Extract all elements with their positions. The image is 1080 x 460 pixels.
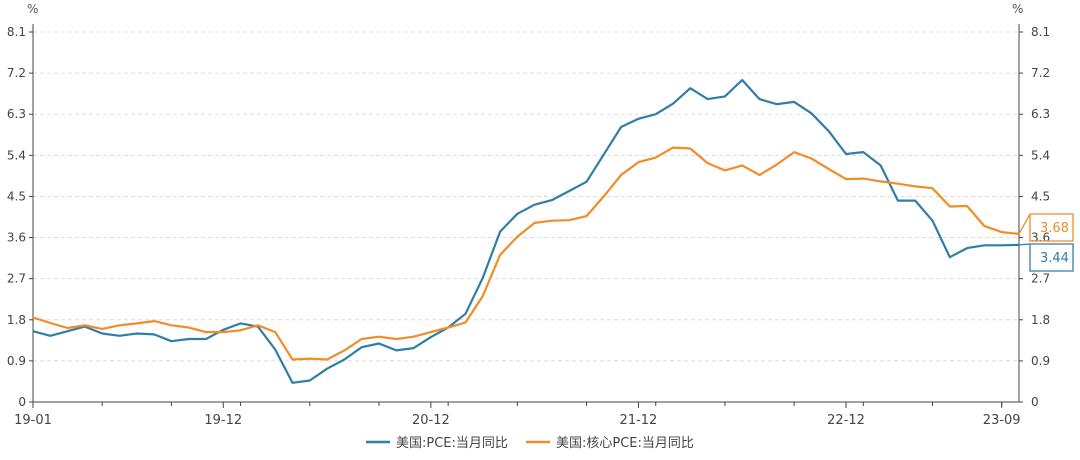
- left-tick-label: 0.9: [7, 354, 26, 368]
- right-axis: 00.91.82.73.64.55.46.37.28.1: [1018, 24, 1050, 409]
- left-tick-label: 0: [18, 395, 26, 409]
- left-tick-label: 6.3: [7, 107, 26, 121]
- end-value-labels: 3.44 3.68: [1018, 213, 1074, 272]
- x-tick-label: 22-12: [827, 413, 865, 428]
- legend[interactable]: 美国:PCE:当月同比 美国:核心PCE:当月同比: [366, 436, 694, 451]
- right-tick-label: 7.2: [1031, 66, 1050, 80]
- left-tick-label: 8.1: [7, 25, 26, 39]
- left-tick-label: 3.6: [7, 231, 26, 245]
- legend-label: 美国:核心PCE:当月同比: [556, 436, 694, 451]
- x-tick-label: 19-12: [204, 413, 242, 428]
- right-tick-label: 0: [1031, 395, 1039, 409]
- x-axis: 19-01 19-12 20-12 21-12 22-12 23-09: [14, 401, 1021, 428]
- left-axis: 0 0.9 1.8 2.7 3.6 4.5 5.4 6.3 7.2 8.1: [7, 24, 34, 409]
- x-tick-label: 19-01: [14, 413, 52, 428]
- series-line: [32, 146, 1020, 361]
- left-tick-label: 2.7: [7, 272, 26, 286]
- end-label-box: [1018, 243, 1074, 272]
- right-tick-label: 8.1: [1031, 25, 1050, 39]
- left-tick-label: 5.4: [7, 148, 26, 162]
- series-line: [32, 78, 1020, 384]
- right-tick-label: 1.8: [1031, 313, 1050, 327]
- x-tick-label: 20-12: [412, 413, 450, 428]
- gridlines: [33, 31, 1019, 362]
- x-tick-label: 21-12: [620, 413, 658, 428]
- left-tick-label: 1.8: [7, 313, 26, 327]
- right-tick-label: 6.3: [1031, 107, 1050, 121]
- end-value-label: 3.68: [1040, 221, 1069, 236]
- left-tick-label: 7.2: [7, 66, 26, 80]
- right-tick-label: 5.4: [1031, 148, 1050, 162]
- x-tick-label: 23-09: [983, 413, 1021, 428]
- right-tick-label: 0.9: [1031, 354, 1050, 368]
- end-value-label: 3.44: [1040, 251, 1069, 266]
- series-lines: [32, 78, 1020, 384]
- right-tick-label: 2.7: [1031, 272, 1050, 286]
- legend-label: 美国:PCE:当月同比: [396, 436, 508, 451]
- left-tick-label: 4.5: [7, 189, 26, 203]
- left-axis-unit: %: [27, 2, 38, 16]
- right-tick-label: 4.5: [1031, 189, 1050, 203]
- right-axis-unit: %: [1012, 2, 1023, 16]
- end-label-box: [1018, 213, 1074, 242]
